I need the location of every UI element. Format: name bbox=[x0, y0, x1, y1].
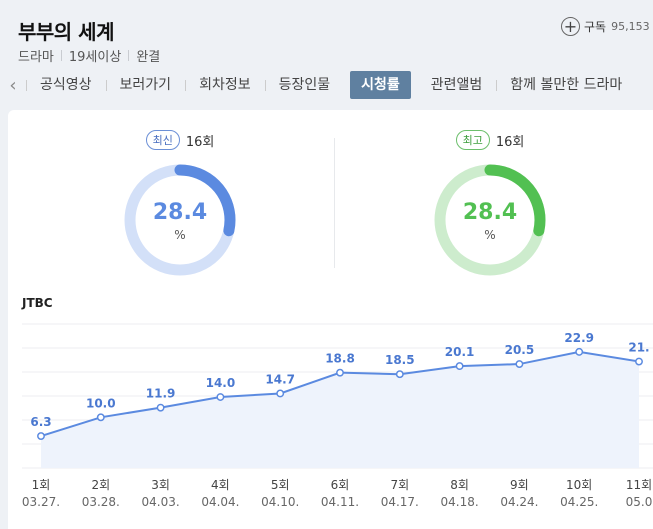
data-label: 14.7 bbox=[265, 372, 295, 386]
data-point[interactable] bbox=[336, 368, 344, 377]
subscribe-label: 구독 bbox=[584, 20, 607, 34]
age-rating-text: 19세이상 bbox=[68, 50, 122, 65]
x-tick-episode: 6회 bbox=[331, 478, 350, 492]
latest-rating-unit: % bbox=[174, 228, 186, 242]
data-point[interactable] bbox=[37, 432, 45, 441]
tab-episode-info[interactable]: 회차정보 bbox=[185, 71, 265, 99]
latest-ring: 28.4 % bbox=[120, 160, 240, 280]
highest-badge: 최고 bbox=[455, 130, 490, 150]
x-tick-episode: 7회 bbox=[390, 478, 409, 492]
highest-rating-unit: % bbox=[484, 228, 496, 242]
subscriber-count: 95,153 bbox=[611, 20, 650, 33]
x-tick-episode: 8회 bbox=[450, 478, 469, 492]
ring-progress bbox=[124, 164, 236, 276]
plus-icon: + bbox=[561, 17, 580, 36]
data-point[interactable] bbox=[216, 393, 225, 401]
data-point[interactable] bbox=[156, 403, 165, 412]
tab-watch[interactable]: 보러가기 bbox=[105, 71, 186, 99]
data-point[interactable] bbox=[515, 360, 524, 369]
highest-rating: 최고 16회 28.4 % bbox=[410, 130, 570, 280]
x-tick-episode: 3회 bbox=[151, 478, 170, 492]
tab-ratings[interactable]: 시청률 bbox=[350, 71, 411, 99]
data-point[interactable] bbox=[276, 389, 285, 398]
x-tick-date: 05.0 bbox=[626, 495, 653, 509]
x-tick-episode: 4회 bbox=[211, 478, 230, 492]
data-label: 18.5 bbox=[385, 353, 415, 367]
x-tick-episode: 5회 bbox=[271, 478, 290, 492]
page-title: 부부의 세계 bbox=[18, 20, 114, 44]
x-tick-episode: 10회 bbox=[566, 478, 592, 492]
data-point[interactable] bbox=[575, 347, 584, 356]
tab-recommended-dramas[interactable]: 함께 볼만한 드라마 bbox=[496, 71, 636, 99]
x-tick-date: 04.25. bbox=[560, 495, 598, 509]
x-tick-date: 04.18. bbox=[441, 495, 479, 509]
ratings-card: 최신 16회 28.4 % 최고 16회 28.4 % JTBC 6.3 1회 03… bbox=[8, 110, 653, 529]
highest-episode: 16회 bbox=[495, 134, 525, 150]
show-meta: 드라마 19세이상 완결 bbox=[18, 46, 160, 65]
tab-bar: ‹ 공식영상 보러가기 회차정보 등장인물 시청률 관련앨범 함께 볼만한 드라… bbox=[0, 70, 653, 100]
data-label: 18.8 bbox=[325, 352, 355, 366]
latest-episode: 16회 bbox=[185, 134, 215, 150]
x-tick-date: 04.10. bbox=[261, 495, 299, 509]
tab-albums[interactable]: 관련앨범 bbox=[430, 77, 483, 93]
x-tick-date: 04.17. bbox=[381, 495, 419, 509]
data-label: 21. bbox=[628, 341, 649, 355]
network-label: JTBC bbox=[22, 296, 53, 310]
highest-rating-head: 최고 16회 bbox=[410, 130, 570, 150]
meta-divider bbox=[60, 50, 62, 61]
x-tick-date: 04.04. bbox=[201, 495, 239, 509]
data-point[interactable] bbox=[96, 413, 105, 422]
x-tick-date: 04.03. bbox=[142, 495, 180, 509]
data-point[interactable] bbox=[395, 370, 404, 379]
data-label: 10.0 bbox=[86, 396, 116, 410]
highest-ring: 28.4 % bbox=[430, 160, 550, 280]
latest-rating-value: 28.4 bbox=[152, 200, 208, 225]
x-tick-episode: 11회 bbox=[626, 478, 652, 492]
data-point[interactable] bbox=[635, 357, 643, 366]
data-label: 6.3 bbox=[30, 415, 51, 429]
ratings-line-chart: 6.3 1회 03.27. 10.0 2회 03.28. 11.9 3회 04.03. 14.0 4… bbox=[22, 323, 653, 509]
data-label: 20.5 bbox=[505, 343, 535, 357]
meta-divider bbox=[128, 50, 130, 61]
data-label: 20.1 bbox=[445, 345, 475, 359]
status-text: 완결 bbox=[136, 50, 161, 65]
highest-rating-value: 28.4 bbox=[462, 200, 518, 225]
x-tick-date: 04.24. bbox=[500, 495, 538, 509]
genre-text: 드라마 bbox=[18, 50, 54, 65]
chevron-left-icon[interactable]: ‹ bbox=[9, 74, 17, 96]
highest-ring-gauge bbox=[434, 164, 546, 276]
x-tick-episode: 2회 bbox=[91, 478, 110, 492]
series-area bbox=[41, 351, 639, 468]
x-tick-date: 04.11. bbox=[321, 495, 359, 509]
ring-progress bbox=[434, 164, 546, 276]
latest-rating: 최신 16회 28.4 % bbox=[100, 130, 260, 280]
x-tick-episode: 9회 bbox=[510, 478, 529, 492]
data-point[interactable] bbox=[455, 362, 464, 371]
latest-rating-head: 최신 16회 bbox=[100, 130, 260, 150]
data-label: 22.9 bbox=[564, 331, 594, 345]
section-divider bbox=[334, 138, 335, 268]
tab-official-video[interactable]: 공식영상 bbox=[26, 71, 106, 99]
latest-badge: 최신 bbox=[145, 130, 180, 150]
data-label: 14.0 bbox=[206, 376, 236, 390]
tab-characters[interactable]: 등장인물 bbox=[264, 71, 345, 99]
subscribe-button[interactable]: + 구독 95,153 bbox=[561, 17, 650, 36]
x-tick-episode: 1회 bbox=[32, 478, 51, 492]
x-tick-date: 03.27. bbox=[22, 495, 60, 509]
latest-ring-gauge bbox=[124, 164, 236, 276]
data-label: 11.9 bbox=[146, 387, 176, 401]
x-tick-date: 03.28. bbox=[82, 495, 120, 509]
